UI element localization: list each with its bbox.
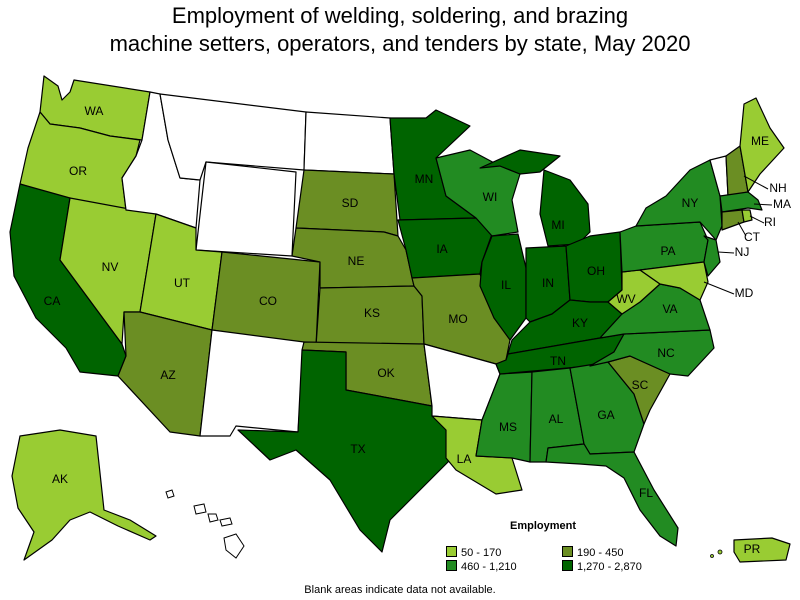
svg-text:NJ: NJ <box>735 245 750 259</box>
island-dot <box>717 549 723 555</box>
svg-text:AZ: AZ <box>160 368 175 382</box>
svg-text:OH: OH <box>587 264 605 278</box>
state-nc[interactable] <box>589 329 715 377</box>
svg-text:MA: MA <box>773 197 791 211</box>
title-line-2: machine setters, operators, and tenders … <box>109 31 691 56</box>
state-ak[interactable] <box>11 429 157 561</box>
svg-text:WV: WV <box>616 292 635 306</box>
legend-label: 190 - 450 <box>577 547 624 559</box>
svg-text:ME: ME <box>751 134 769 148</box>
svg-text:AK: AK <box>52 472 68 486</box>
hawaii-islands <box>165 489 245 559</box>
svg-text:OK: OK <box>377 366 394 380</box>
svg-text:IL: IL <box>501 278 511 292</box>
svg-text:GA: GA <box>597 408 614 422</box>
legend-label: 460 - 1,210 <box>461 561 517 573</box>
legend-swatch <box>446 546 457 557</box>
state-il[interactable] <box>479 233 527 341</box>
legend-swatch <box>446 560 457 571</box>
state-nd[interactable] <box>303 111 395 175</box>
legend-item: 460 - 1,210 <box>446 560 517 573</box>
legend-title: Employment <box>510 520 577 532</box>
legend-label: 1,270 - 2,870 <box>577 561 642 573</box>
svg-text:RI: RI <box>764 215 776 229</box>
svg-text:PA: PA <box>660 244 675 258</box>
svg-text:MI: MI <box>551 218 564 232</box>
map-title: Employment of welding, soldering, and br… <box>0 2 800 58</box>
svg-text:UT: UT <box>174 276 191 290</box>
state-pr[interactable] <box>733 537 791 563</box>
state-ma[interactable] <box>719 191 763 213</box>
svg-text:MD: MD <box>735 286 754 300</box>
state-fl[interactable] <box>545 443 679 547</box>
svg-text:WI: WI <box>483 190 498 204</box>
svg-text:MS: MS <box>499 420 517 434</box>
svg-text:MN: MN <box>415 172 434 186</box>
legend-item: 1,270 - 2,870 <box>562 560 642 573</box>
svg-text:WA: WA <box>85 104 104 118</box>
svg-text:FL: FL <box>639 486 653 500</box>
state-wi[interactable] <box>435 149 521 237</box>
svg-text:CA: CA <box>44 294 61 308</box>
svg-text:CO: CO <box>259 294 277 308</box>
svg-text:AL: AL <box>549 412 564 426</box>
svg-text:TN: TN <box>550 354 566 368</box>
svg-text:VA: VA <box>662 302 677 316</box>
svg-text:NH: NH <box>769 181 786 195</box>
svg-text:NC: NC <box>657 346 675 360</box>
legend-swatch <box>562 560 573 571</box>
title-line-1: Employment of welding, soldering, and br… <box>171 3 629 28</box>
svg-text:NY: NY <box>682 196 699 210</box>
legend-swatch <box>562 546 573 557</box>
state-labels: WA OR CA NV UT AZ CO SD NE KS OK TX MN I… <box>44 104 791 556</box>
svg-text:KS: KS <box>364 306 380 320</box>
svg-text:PR: PR <box>744 542 761 556</box>
legend-item: 190 - 450 <box>562 546 623 559</box>
svg-text:LA: LA <box>457 452 472 466</box>
leader-lines <box>703 175 773 295</box>
legend-label: 50 - 170 <box>461 547 502 559</box>
svg-text:TX: TX <box>350 442 365 456</box>
svg-text:IN: IN <box>542 276 554 290</box>
svg-text:NV: NV <box>102 260 119 274</box>
data-availability-note: Blank areas indicate data not available. <box>304 584 496 596</box>
svg-text:OR: OR <box>69 164 87 178</box>
svg-text:SD: SD <box>342 196 359 210</box>
state-tx[interactable] <box>237 349 451 553</box>
svg-text:IA: IA <box>436 242 447 256</box>
svg-text:CT: CT <box>744 230 761 244</box>
svg-text:NE: NE <box>348 254 365 268</box>
svg-text:SC: SC <box>632 378 649 392</box>
legend-item: 50 - 170 <box>446 546 501 559</box>
state-nm[interactable] <box>199 329 305 437</box>
state-ri[interactable] <box>741 209 753 223</box>
state-me[interactable] <box>739 97 785 193</box>
island-dot <box>710 554 714 558</box>
svg-text:MO: MO <box>448 312 467 326</box>
state-wy[interactable] <box>195 161 297 257</box>
svg-text:KY: KY <box>572 316 588 330</box>
